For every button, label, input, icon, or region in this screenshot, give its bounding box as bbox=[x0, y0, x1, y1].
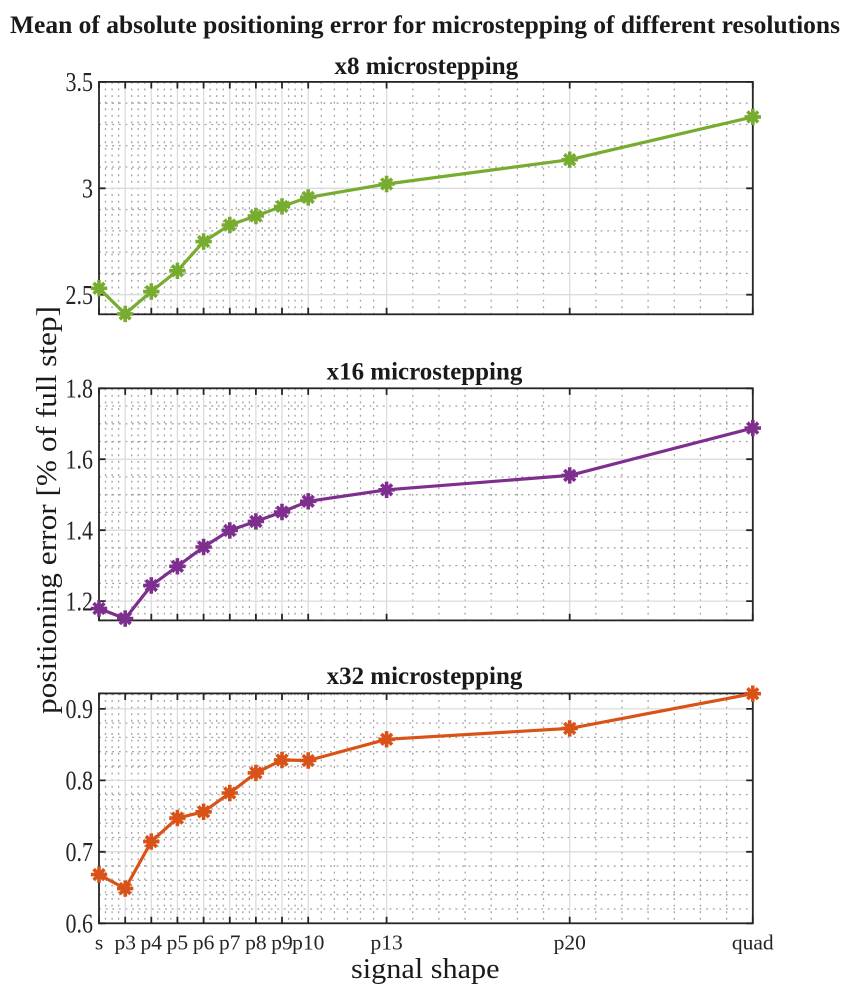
svg-text:x8 microstepping: x8 microstepping bbox=[334, 51, 518, 80]
svg-text:p13: p13 bbox=[370, 931, 402, 955]
svg-text:positioning error [% of full s: positioning error [% of full step] bbox=[31, 306, 63, 714]
svg-text:x32 microstepping: x32 microstepping bbox=[327, 661, 523, 690]
svg-text:1.6: 1.6 bbox=[66, 445, 94, 475]
svg-text:p3: p3 bbox=[114, 931, 136, 955]
svg-text:p20: p20 bbox=[554, 931, 586, 955]
svg-text:p10: p10 bbox=[292, 931, 324, 955]
svg-text:quad: quad bbox=[732, 931, 774, 955]
svg-text:p6: p6 bbox=[193, 931, 215, 955]
svg-text:0.7: 0.7 bbox=[66, 837, 94, 867]
svg-text:signal shape: signal shape bbox=[351, 953, 500, 985]
svg-text:Mean of absolute positioning e: Mean of absolute positioning error for m… bbox=[10, 12, 840, 39]
svg-text:x16 microstepping: x16 microstepping bbox=[327, 356, 523, 385]
svg-text:1.4: 1.4 bbox=[66, 516, 94, 546]
svg-text:0.9: 0.9 bbox=[66, 694, 94, 724]
svg-text:p5: p5 bbox=[167, 931, 189, 955]
svg-text:1.2: 1.2 bbox=[66, 586, 94, 616]
svg-text:2.5: 2.5 bbox=[66, 280, 94, 310]
svg-text:3.5: 3.5 bbox=[66, 67, 94, 97]
svg-text:3: 3 bbox=[82, 174, 93, 204]
svg-text:0.8: 0.8 bbox=[66, 766, 94, 796]
svg-text:p4: p4 bbox=[141, 931, 163, 955]
svg-text:0.6: 0.6 bbox=[66, 909, 94, 939]
svg-text:p8: p8 bbox=[245, 931, 267, 955]
svg-text:p7: p7 bbox=[219, 931, 241, 955]
svg-text:s: s bbox=[95, 931, 103, 955]
svg-text:1.8: 1.8 bbox=[66, 374, 94, 404]
svg-text:p9: p9 bbox=[271, 931, 293, 955]
